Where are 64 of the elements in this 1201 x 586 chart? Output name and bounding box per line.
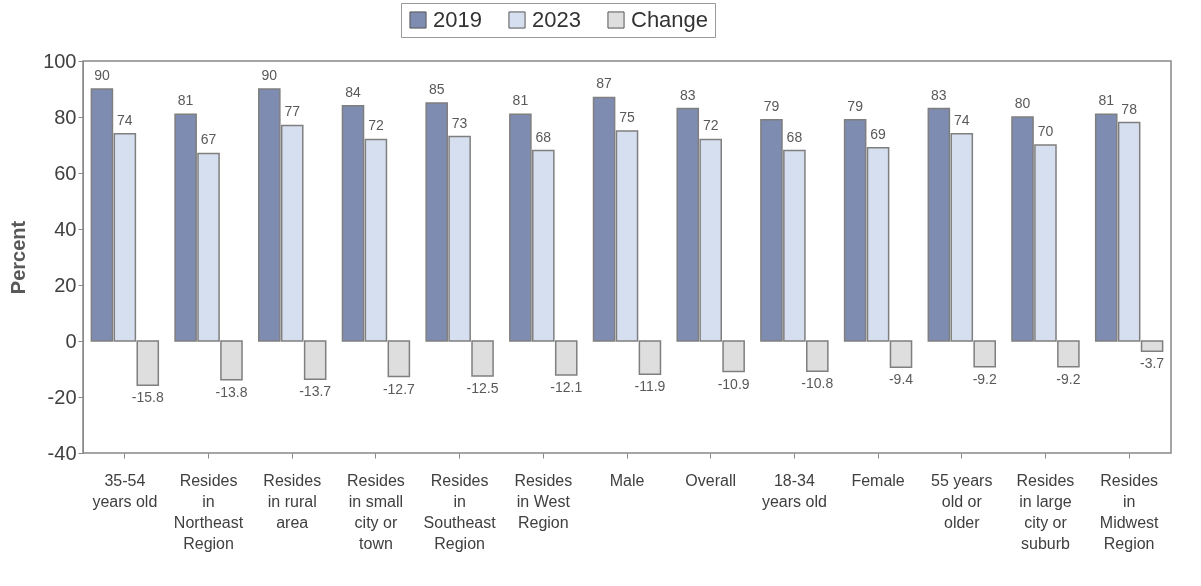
data-label: -10.9 — [717, 375, 750, 392]
x-tick-label: Overall — [685, 471, 737, 489]
x-tick-label: 18-34 years old — [761, 471, 827, 510]
y-tick-label: 60 — [54, 161, 77, 184]
x-tick-label: 55 years old or older — [931, 471, 993, 531]
data-label: 68 — [786, 128, 803, 145]
data-label: 73 — [451, 114, 468, 131]
data-label: 78 — [1121, 100, 1138, 117]
data-label: 81 — [177, 92, 194, 109]
y-tick-label: 100 — [43, 49, 77, 72]
y-tick-label: 40 — [54, 217, 77, 240]
x-tick-label: Resides in large city or suburb — [1016, 471, 1075, 552]
x-tick-label: Resides in rural area — [263, 471, 322, 531]
data-label: 72 — [368, 117, 384, 134]
x-tick-label: Resides in West Region — [514, 471, 573, 531]
data-label: 90 — [261, 67, 278, 83]
data-label: 75 — [619, 109, 635, 125]
data-label: 87 — [596, 75, 613, 92]
data-label: 67 — [200, 131, 217, 148]
data-label: 90 — [94, 67, 110, 83]
data-label: 70 — [1037, 123, 1054, 139]
x-tick-label: Resides in Southeast Region — [423, 471, 497, 552]
data-label: -9.2 — [1056, 370, 1081, 387]
data-label: 80 — [1014, 95, 1031, 111]
data-label: -13.8 — [215, 383, 248, 400]
data-label: -11.9 — [634, 378, 666, 395]
y-tick-label: 0 — [65, 329, 77, 352]
x-tick-label: Resides in Midwest Region — [1099, 471, 1160, 552]
data-label: -13.7 — [299, 383, 332, 400]
data-label: -9.4 — [888, 371, 914, 388]
legend-label: Change — [631, 7, 709, 32]
legend-label: 2023 — [532, 7, 581, 32]
data-label: 72 — [702, 117, 719, 134]
data-label: 81 — [1098, 92, 1115, 109]
data-label: 77 — [284, 103, 301, 120]
data-label: 69 — [870, 125, 887, 142]
data-label: 79 — [763, 97, 780, 114]
data-label: 74 — [953, 111, 970, 128]
y-tick-label: 20 — [54, 273, 77, 296]
data-label: 79 — [847, 97, 864, 114]
data-label: 84 — [345, 83, 361, 100]
data-label: 74 — [117, 111, 133, 128]
y-tick-label: -20 — [47, 385, 77, 408]
data-label: 68 — [535, 128, 552, 145]
x-tick-label: Resides in small city or town — [347, 471, 405, 552]
x-tick-label: Resides in Northeast Region — [173, 471, 244, 552]
data-label: -12.5 — [466, 380, 499, 396]
data-label: -12.1 — [550, 378, 583, 395]
y-axis-title: Percent — [7, 220, 30, 295]
y-tick-label: -40 — [47, 441, 77, 464]
data-label: -9.2 — [972, 370, 997, 387]
data-label: -12.7 — [382, 380, 416, 397]
data-label: 83 — [931, 86, 947, 103]
data-label: 83 — [679, 86, 696, 103]
x-tick-label: Male — [609, 471, 645, 489]
data-label: 81 — [512, 92, 529, 109]
x-tick-label: 35-54 years old — [92, 471, 158, 510]
data-label: -10.8 — [801, 375, 834, 392]
legend-label: 2019 — [433, 7, 482, 32]
data-label: -3.7 — [1140, 355, 1165, 372]
y-tick-label: 80 — [54, 105, 77, 128]
x-tick-label: Female — [851, 471, 905, 489]
data-label: -15.8 — [131, 389, 164, 406]
data-label: 85 — [428, 81, 445, 97]
